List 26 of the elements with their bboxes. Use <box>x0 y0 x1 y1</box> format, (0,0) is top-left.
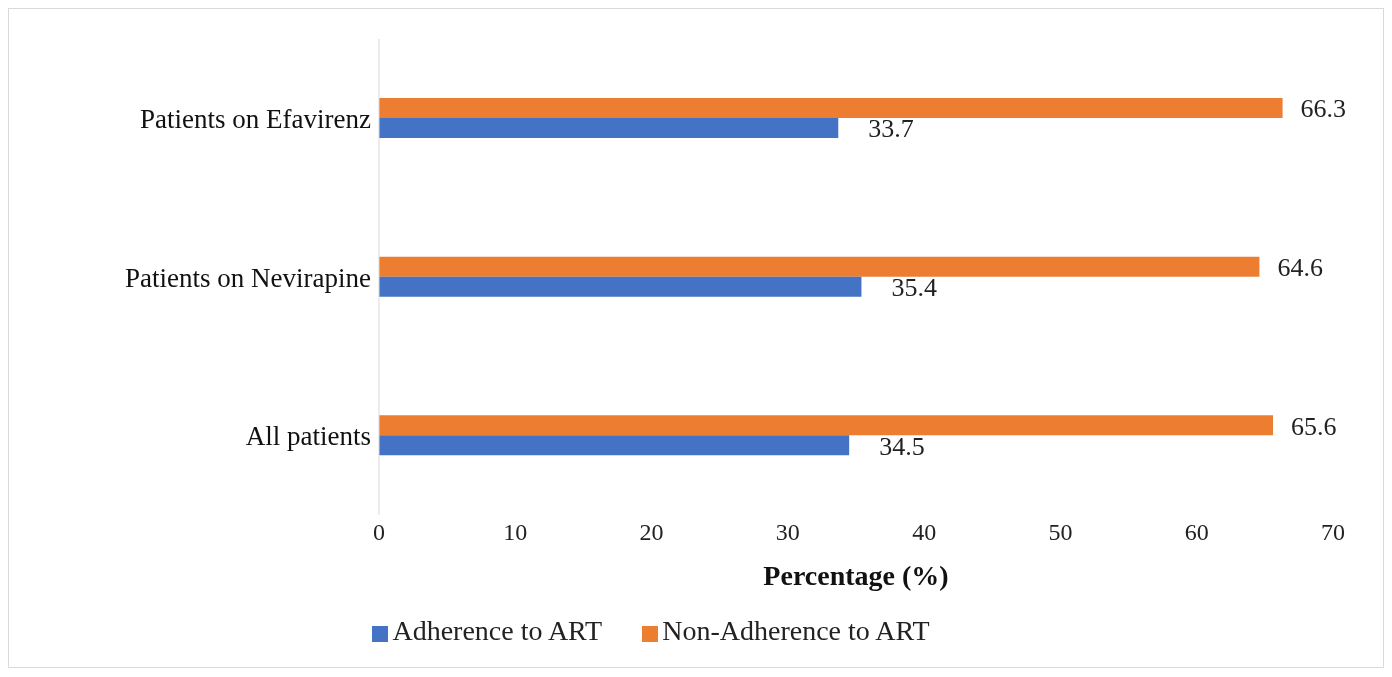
data-label: 35.4 <box>891 272 937 302</box>
x-tick-label: 10 <box>503 519 528 546</box>
y-tick-label: Patients on Efavirenz <box>140 103 371 134</box>
bar <box>379 415 1274 436</box>
bar <box>379 118 839 138</box>
y-tick-label: All patients <box>245 421 371 452</box>
data-label: 34.5 <box>879 431 925 461</box>
x-tick-label: 20 <box>639 519 664 546</box>
x-tick-label: 60 <box>1184 519 1209 546</box>
x-axis-title: Percentage (%) <box>763 560 949 591</box>
x-tick-label: 40 <box>912 519 937 546</box>
x-tick-label: 50 <box>1048 519 1073 546</box>
bar <box>379 256 1260 277</box>
x-tick-label: 30 <box>775 519 800 546</box>
x-tick-label: 70 <box>1321 519 1345 546</box>
data-label: 64.6 <box>1277 252 1323 282</box>
data-label: 65.6 <box>1291 411 1337 441</box>
data-label: 66.3 <box>1300 94 1347 124</box>
legend-label: Adherence to ART <box>392 615 603 646</box>
x-tick-label: 0 <box>373 519 385 546</box>
data-label: 33.7 <box>868 114 914 144</box>
bar <box>379 276 862 297</box>
bar <box>379 435 850 456</box>
bar <box>379 98 1283 118</box>
y-tick-label: Patients on Nevirapine <box>125 262 371 293</box>
legend-label: Non-Adherence to ART <box>662 615 930 646</box>
